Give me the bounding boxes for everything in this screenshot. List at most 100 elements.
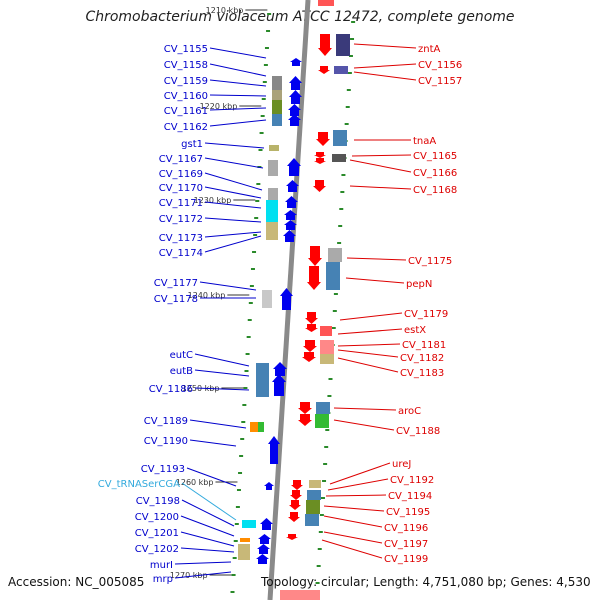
gene-label: CV_1161 [164,106,208,117]
gene-label: CV_1198 [136,496,180,507]
reverse-gene-arrow [298,414,312,426]
forward-gene-block [272,90,282,100]
forward-gene-arrow [280,288,293,310]
gene-label: ureJ [392,459,411,470]
reverse-gene-arrow [288,512,300,522]
reverse-gene-arrow [307,266,321,290]
leader-line [349,185,412,190]
forward-gene-block [266,200,278,222]
forward-gene-block [272,114,282,126]
reverse-gene-arrow [302,352,316,362]
gene-label: CV_1167 [159,154,203,165]
leader-line [323,515,383,528]
gene-label: CV_1170 [159,183,203,194]
gene-label: tnaA [413,136,436,147]
leader-line [194,369,250,377]
gene-label: CV_1172 [159,214,203,225]
forward-gene-block [258,422,264,432]
reverse-gene-block [280,590,320,600]
reverse-gene-block [320,326,332,336]
gene-label: CV_1201 [135,528,179,539]
reverse-gene-arrow [318,34,332,56]
forward-gene-block [268,188,278,200]
forward-gene-arrow [256,554,269,564]
forward-gene-block [240,538,250,542]
gene-label: CV_tRNASerCGA [98,479,180,490]
gene-label: CV_1202 [135,544,179,555]
leader-line [325,494,387,497]
gene-label: CV_1162 [164,122,208,133]
map-title: Chromobacterium violaceum ATCC 12472, co… [85,9,515,25]
leader-line [209,63,267,77]
leader-line [194,387,250,391]
forward-gene-arrow [288,104,301,116]
kbp-label: 1270 kbp [170,571,208,580]
forward-gene-arrow [285,196,298,208]
leader-line [180,531,235,547]
gene-label: CV_1174 [159,248,203,259]
forward-gene-block [238,544,250,560]
gene-label: eutB [170,366,193,377]
gene-label: pepN [406,279,432,290]
gene-label: CV_1156 [418,60,462,71]
forward-gene-arrow [258,534,271,544]
reverse-gene-block [309,480,321,488]
reverse-gene-arrow [298,402,312,414]
gene-label: CV_1157 [418,76,462,87]
leader-line [337,349,399,358]
forward-gene-block [272,100,282,114]
forward-gene-arrow [283,230,296,242]
leader-line [204,235,262,253]
forward-gene-arrow [290,58,302,66]
gene-label: CV_1155 [164,44,208,55]
leader-line [174,561,232,565]
reverse-gene-arrow [316,132,330,146]
leader-line [189,439,237,447]
reverse-gene-arrow [314,158,326,164]
leader-line [339,312,403,321]
gene-label: murI [150,560,173,571]
leader-line [333,419,395,431]
gene-label: CV_1171 [159,198,203,209]
reverse-gene-block [320,340,334,354]
forward-gene-block [269,145,279,151]
gene-label: CV_1193 [141,464,185,475]
forward-gene-arrow [287,158,301,176]
gene-label: CV_1196 [384,523,428,534]
reverse-gene-arrow [314,152,326,158]
gene-label: CV_1189 [144,416,188,427]
reverse-gene-block [333,130,347,146]
leader-line [180,515,235,537]
reverse-gene-arrow [318,66,330,74]
forward-gene-block [250,422,258,432]
gene-label: CV_1183 [400,368,444,379]
leader-line [174,571,232,579]
leader-line [186,467,237,487]
reverse-gene-block [318,0,334,6]
leader-line [337,328,403,335]
gene-label: CV_1190 [144,436,188,447]
reverse-gene-arrow [286,534,298,540]
gene-label: aroC [398,406,421,417]
leader-line [204,231,262,238]
leader-line [204,142,265,149]
leader-line [204,217,262,223]
forward-gene-arrow [268,436,280,464]
leader-line [321,539,383,559]
leader-line [353,43,417,49]
reverse-gene-arrow [289,500,301,510]
leader-line [204,201,262,209]
leader-line [327,478,389,491]
gene-label: CV_1165 [413,151,457,162]
gene-label: CV_1186 [149,384,193,395]
leader-line [323,531,383,544]
reverse-gene-block [328,248,342,262]
gene-label: CV_1166 [413,168,457,179]
reverse-gene-arrow [290,490,302,500]
leader-line [353,63,417,69]
forward-gene-arrow [257,544,270,554]
gene-label: estX [404,325,426,336]
leader-line [199,281,257,291]
leader-line [209,79,267,87]
leader-line [337,343,401,347]
